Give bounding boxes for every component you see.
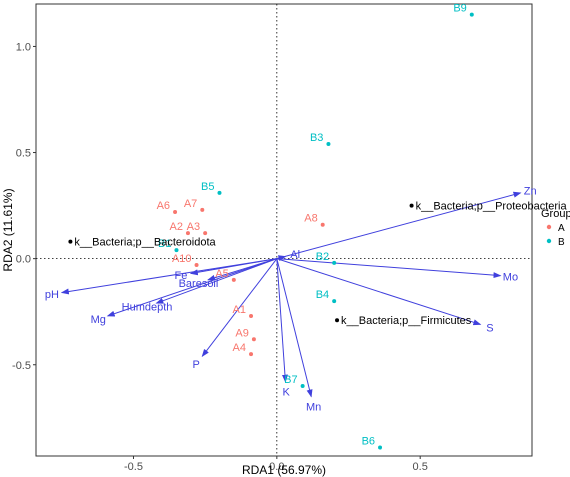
sample-point-b6 bbox=[378, 445, 383, 450]
sample-point-a2 bbox=[185, 231, 190, 236]
sample-point-b2 bbox=[332, 260, 337, 265]
env-vector-ph bbox=[60, 258, 277, 295]
env-label-mg: Mg bbox=[91, 314, 106, 326]
env-label-mn: Mn bbox=[306, 401, 321, 413]
sample-point-a10 bbox=[194, 263, 199, 268]
env-label-ph: pH bbox=[45, 289, 59, 301]
species-label-2: k__Bacteria;p__Proteobacteria bbox=[416, 201, 568, 213]
env-label-al: Al bbox=[290, 249, 300, 261]
env-vector-k bbox=[276, 258, 288, 383]
sample-point-a6 bbox=[173, 209, 178, 214]
env-label-mo: Mo bbox=[503, 271, 518, 283]
env-vector-baresoil bbox=[207, 258, 277, 281]
sample-point-a7 bbox=[200, 207, 205, 212]
sample-point-b4 bbox=[332, 299, 337, 304]
y-tick-label: 0.5 bbox=[16, 148, 31, 160]
species-label-3: k__Bacteria;p__Firmicutes bbox=[341, 315, 472, 327]
env-vector-s bbox=[276, 258, 482, 326]
sample-label-a4: A4 bbox=[233, 342, 246, 354]
env-vector-fe bbox=[189, 258, 277, 276]
sample-point-b7 bbox=[300, 383, 305, 388]
y-tick-label: 0.0 bbox=[16, 254, 31, 266]
sample-label-a7: A7 bbox=[184, 198, 197, 210]
y-tick-label: -0.5 bbox=[12, 360, 31, 372]
env-label-humdepth: Humdepth bbox=[122, 302, 173, 314]
species-point-3 bbox=[335, 318, 340, 323]
legend-key-a bbox=[546, 224, 552, 230]
sample-label-b1: B1 bbox=[158, 238, 171, 250]
sample-label-a3: A3 bbox=[187, 221, 200, 233]
sample-label-b6: B6 bbox=[362, 436, 375, 448]
sample-point-b5 bbox=[217, 190, 222, 195]
species-point-2 bbox=[409, 203, 414, 208]
sample-label-b5: B5 bbox=[201, 181, 214, 193]
sample-label-b3: B3 bbox=[310, 132, 323, 144]
env-vector-mn bbox=[276, 258, 313, 398]
x-axis-ticks: -0.5 0.0 0.5 bbox=[124, 456, 428, 473]
sample-label-a1: A1 bbox=[233, 304, 246, 316]
sample-label-b2: B2 bbox=[316, 251, 329, 263]
sample-point-a1 bbox=[249, 313, 254, 318]
legend-label-a: A bbox=[558, 223, 565, 234]
env-label-zn: Zn bbox=[524, 185, 537, 197]
sample-label-a10: A10 bbox=[172, 253, 192, 265]
sample-point-a4 bbox=[249, 352, 254, 357]
env-vector-mo bbox=[276, 258, 502, 279]
sample-point-a3 bbox=[203, 231, 208, 236]
env-vector-zn bbox=[276, 191, 522, 260]
sample-point-a8 bbox=[320, 222, 325, 227]
sample-point-b1 bbox=[174, 248, 179, 253]
legend: Group AB bbox=[541, 208, 570, 248]
sample-point-a9 bbox=[251, 337, 256, 342]
x-axis-title: RDA1 (56.97%) bbox=[242, 463, 326, 477]
x-tick-label: -0.5 bbox=[124, 461, 143, 473]
sample-point-a5 bbox=[231, 277, 236, 282]
env-vector-al bbox=[276, 255, 287, 262]
legend-entries: AB bbox=[546, 223, 565, 248]
env-label-fe: Fe bbox=[175, 270, 188, 282]
species-label-1: k__Bacteria;p__Bacteroidota bbox=[74, 237, 216, 249]
legend-label-b: B bbox=[558, 237, 565, 248]
sample-label-a6: A6 bbox=[157, 200, 170, 212]
x-tick-label: 0.5 bbox=[413, 461, 428, 473]
y-axis-ticks: -0.5 0.0 0.5 1.0 bbox=[12, 41, 36, 372]
species-points: k__Bacteria;p__Bacteroidota k__Bacteria;p… bbox=[68, 201, 568, 327]
env-label-s: S bbox=[486, 323, 493, 335]
species-point-1 bbox=[68, 239, 73, 244]
sample-label-a5: A5 bbox=[215, 268, 228, 280]
sample-point-b9 bbox=[469, 12, 474, 17]
env-label-baresoil: Baresoil bbox=[179, 278, 219, 290]
sample-label-a2: A2 bbox=[169, 221, 182, 233]
sample-point-b3 bbox=[326, 142, 331, 147]
env-label-p: P bbox=[193, 359, 200, 371]
y-tick-label: 1.0 bbox=[16, 41, 31, 53]
sample-label-a8: A8 bbox=[304, 213, 317, 225]
legend-key-b bbox=[546, 238, 552, 244]
sample-label-b7: B7 bbox=[284, 374, 297, 386]
env-vector-humdepth bbox=[155, 258, 278, 304]
env-vector-p bbox=[201, 258, 278, 358]
legend-title: Group bbox=[541, 208, 570, 220]
sample-label-b9: B9 bbox=[453, 3, 466, 15]
env-label-k: K bbox=[282, 387, 290, 399]
y-axis-title: RDA2 (11.61%) bbox=[1, 188, 15, 271]
x-tick-label: 0.0 bbox=[269, 461, 284, 473]
sample-label-b4: B4 bbox=[316, 289, 329, 301]
env-vector-mg bbox=[106, 258, 277, 317]
sample-label-a9: A9 bbox=[235, 327, 248, 339]
